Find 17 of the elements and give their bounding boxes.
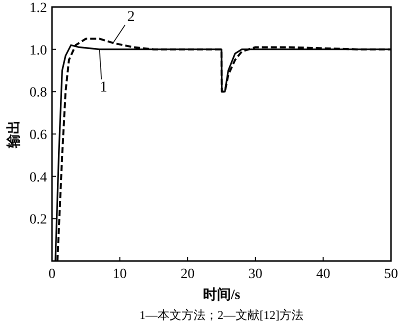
y-axis-title: 输出 — [6, 120, 22, 149]
text: 1—本文方法；2—文献[12]方法 — [140, 308, 304, 322]
x-tick-label: 50 — [384, 267, 398, 282]
x-tick-label: 20 — [180, 267, 195, 282]
x-tick-label: 10 — [112, 267, 127, 282]
x-tick-label: 40 — [316, 267, 330, 282]
legend-label: 1 — [100, 79, 108, 96]
y-tick-label: 0.2 — [30, 212, 47, 228]
y-tick-label: 0.8 — [30, 86, 47, 101]
x-tick-label: 0 — [48, 267, 56, 282]
x-tick-label: 30 — [248, 267, 262, 282]
series-label: 2 — [127, 8, 135, 25]
x-axis-title: 时间/s — [202, 287, 241, 303]
y-tick-label: 1.2 — [30, 1, 47, 16]
y-tick-label: 0.4 — [30, 170, 47, 186]
y-tick-label: 0.6 — [30, 128, 47, 143]
y-tick-label: 1.0 — [30, 43, 47, 58]
